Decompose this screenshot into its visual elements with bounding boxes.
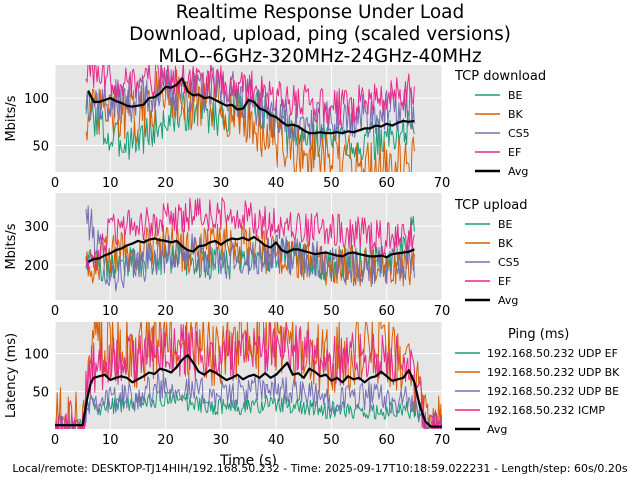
x-tick-label: 10 (102, 176, 119, 191)
y-tick-label: 50 (32, 385, 49, 400)
legend-label: 192.168.50.232 UDP EF (487, 347, 618, 360)
legend-title: TCP upload (454, 198, 528, 213)
legend: TCP download BE BK CS5 EF Avg (454, 69, 546, 178)
y-tick-label: 50 (32, 139, 49, 154)
y-axis-label: Latency (ms) (4, 333, 19, 418)
series-line-192-168-50-232-icmp (55, 322, 442, 429)
series-line-192-168-50-232-udp-be (56, 371, 442, 429)
legend: TCP upload BE BK CS5 EF Avg (454, 198, 528, 307)
x-tick-label: 70 (434, 304, 451, 319)
x-tick-label: 50 (323, 176, 340, 191)
series-line-ef (85, 197, 415, 271)
chart-config-label: MLO--6GHz-320MHz-24GHz-40MHz (158, 46, 482, 67)
legend-title: TCP download (454, 69, 546, 84)
legend-label: 192.168.50.232 UDP BK (487, 366, 620, 379)
series-group (85, 65, 415, 172)
panel-3: Ping (ms) 192.168.50.232 UDP EF 192.168.50… (54, 322, 620, 436)
chart-subtitle: Download, upload, ping (scaled versions) (129, 24, 511, 45)
legend-label: 192.168.50.232 UDP BE (487, 385, 619, 398)
y-axis-label: Mbits/s (4, 95, 19, 141)
x-tick-label: 20 (157, 433, 174, 448)
x-tick-label: 70 (434, 176, 451, 191)
series-line-avg (55, 354, 442, 428)
x-tick-label: 60 (378, 304, 395, 319)
series-line-ef (85, 65, 415, 126)
x-tick-label: 10 (102, 304, 119, 319)
y-tick-label: 100 (24, 92, 49, 107)
legend-label: Avg (487, 423, 507, 436)
x-tick-label: 0 (51, 433, 59, 448)
series-line-avg (87, 77, 415, 135)
panel-2: TCP upload BE BK CS5 EF Avg (54, 193, 528, 307)
y-axis-label: Mbits/s (4, 223, 19, 269)
series-line-be (85, 215, 415, 283)
x-tick-label: 0 (51, 304, 59, 319)
legend-label: BE (498, 218, 513, 231)
legend-label: Avg (508, 165, 528, 178)
legend-label: 192.168.50.232 ICMP (487, 404, 605, 417)
x-tick-label: 30 (213, 433, 230, 448)
x-tick-label: 60 (378, 176, 395, 191)
legend-label: BK (508, 108, 524, 121)
x-tick-label: 20 (157, 176, 174, 191)
x-axis-label: Time (s) (219, 453, 277, 469)
x-tick-label: 50 (323, 433, 340, 448)
legend-title: Ping (ms) (508, 327, 569, 342)
legend-label: BE (508, 89, 523, 102)
footer-info: Local/remote: DESKTOP-TJ14HIH/192.168.50… (12, 462, 628, 475)
y-tick-label: 300 (24, 220, 49, 235)
series-group (85, 197, 415, 292)
y-tick-label: 200 (24, 259, 49, 274)
x-tick-label: 10 (102, 433, 119, 448)
legend-label: CS5 (498, 256, 520, 269)
x-tick-label: 20 (157, 304, 174, 319)
legend-label: BK (498, 237, 514, 250)
x-tick-label: 40 (268, 304, 285, 319)
legend-label: EF (498, 275, 511, 288)
legend-label: Avg (498, 294, 518, 307)
x-tick-label: 70 (434, 433, 451, 448)
x-tick-label: 40 (268, 176, 285, 191)
legend-label: CS5 (508, 127, 530, 140)
series-group (55, 322, 442, 429)
legend-label: EF (508, 146, 521, 159)
x-tick-label: 50 (323, 304, 340, 319)
series-line-cs5 (85, 205, 415, 292)
series-line-avg (87, 235, 415, 263)
chart-title: Realtime Response Under Load (175, 2, 465, 23)
y-tick-label: 100 (24, 348, 49, 363)
panel-1: TCP download BE BK CS5 EF Avg (54, 65, 546, 178)
x-tick-label: 30 (213, 176, 230, 191)
x-tick-label: 60 (378, 433, 395, 448)
x-tick-label: 40 (268, 433, 285, 448)
legend: Ping (ms) 192.168.50.232 UDP EF 192.168.50… (455, 327, 620, 436)
x-tick-label: 30 (213, 304, 230, 319)
x-tick-label: 0 (51, 176, 59, 191)
